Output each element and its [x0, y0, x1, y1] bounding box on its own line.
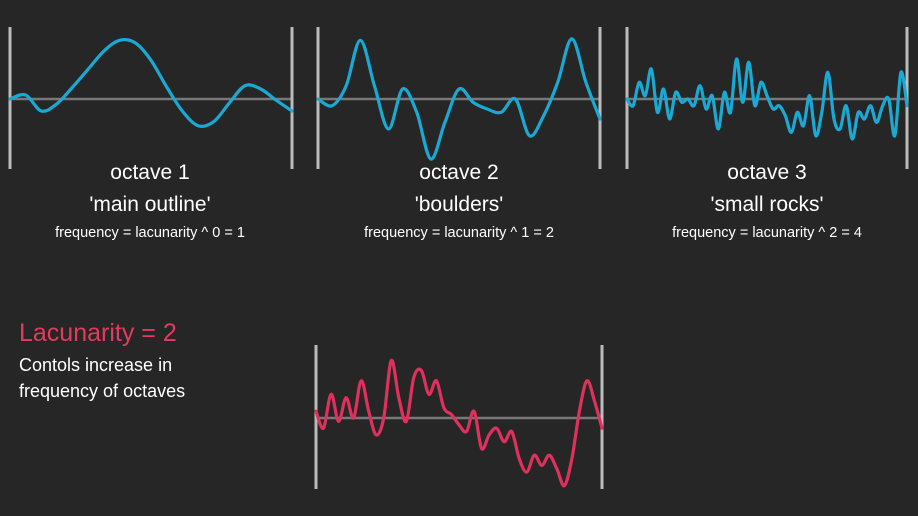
octave-1-subtitle: 'main outline'	[89, 193, 211, 216]
octave-3-graph	[625, 27, 909, 169]
octave-3-wave	[625, 57, 909, 141]
octave-3-subtitle: 'small rocks'	[710, 193, 824, 216]
octave-1-title: octave 1	[110, 161, 190, 184]
octave-3-formula: frequency = lacunarity ^ 2 = 4	[672, 225, 862, 241]
octave-1-formula: frequency = lacunarity ^ 0 = 1	[55, 225, 245, 241]
octave-3-panel	[625, 27, 909, 169]
octave-2-graph	[316, 27, 602, 169]
octave-2-caption: octave 2 'boulders' frequency = lacunari…	[309, 157, 609, 245]
octave-3-caption: octave 3 'small rocks' frequency = lacun…	[617, 157, 917, 245]
octave-3-title: octave 3	[727, 161, 807, 184]
combined-panel	[314, 345, 604, 489]
lacunarity-description: Contols increase in frequency of octaves	[19, 352, 185, 404]
combined-wave	[314, 358, 604, 488]
octave-2-title: octave 2	[419, 161, 499, 184]
octave-2-wave	[316, 37, 602, 161]
octave-1-caption: octave 1 'main outline' frequency = lacu…	[0, 157, 300, 245]
octave-1-graph	[8, 27, 294, 169]
lacunarity-description-line-2: frequency of octaves	[19, 381, 186, 401]
octave-1-panel	[8, 27, 294, 169]
octave-2-panel	[316, 27, 602, 169]
octave-2-formula: frequency = lacunarity ^ 1 = 2	[364, 225, 554, 241]
lacunarity-heading: Lacunarity = 2	[19, 319, 177, 347]
octave-2-subtitle: 'boulders'	[414, 193, 504, 216]
combined-graph	[314, 345, 604, 489]
octave-1-wave	[8, 38, 294, 128]
lacunarity-description-line-1: Contols increase in	[19, 355, 173, 375]
